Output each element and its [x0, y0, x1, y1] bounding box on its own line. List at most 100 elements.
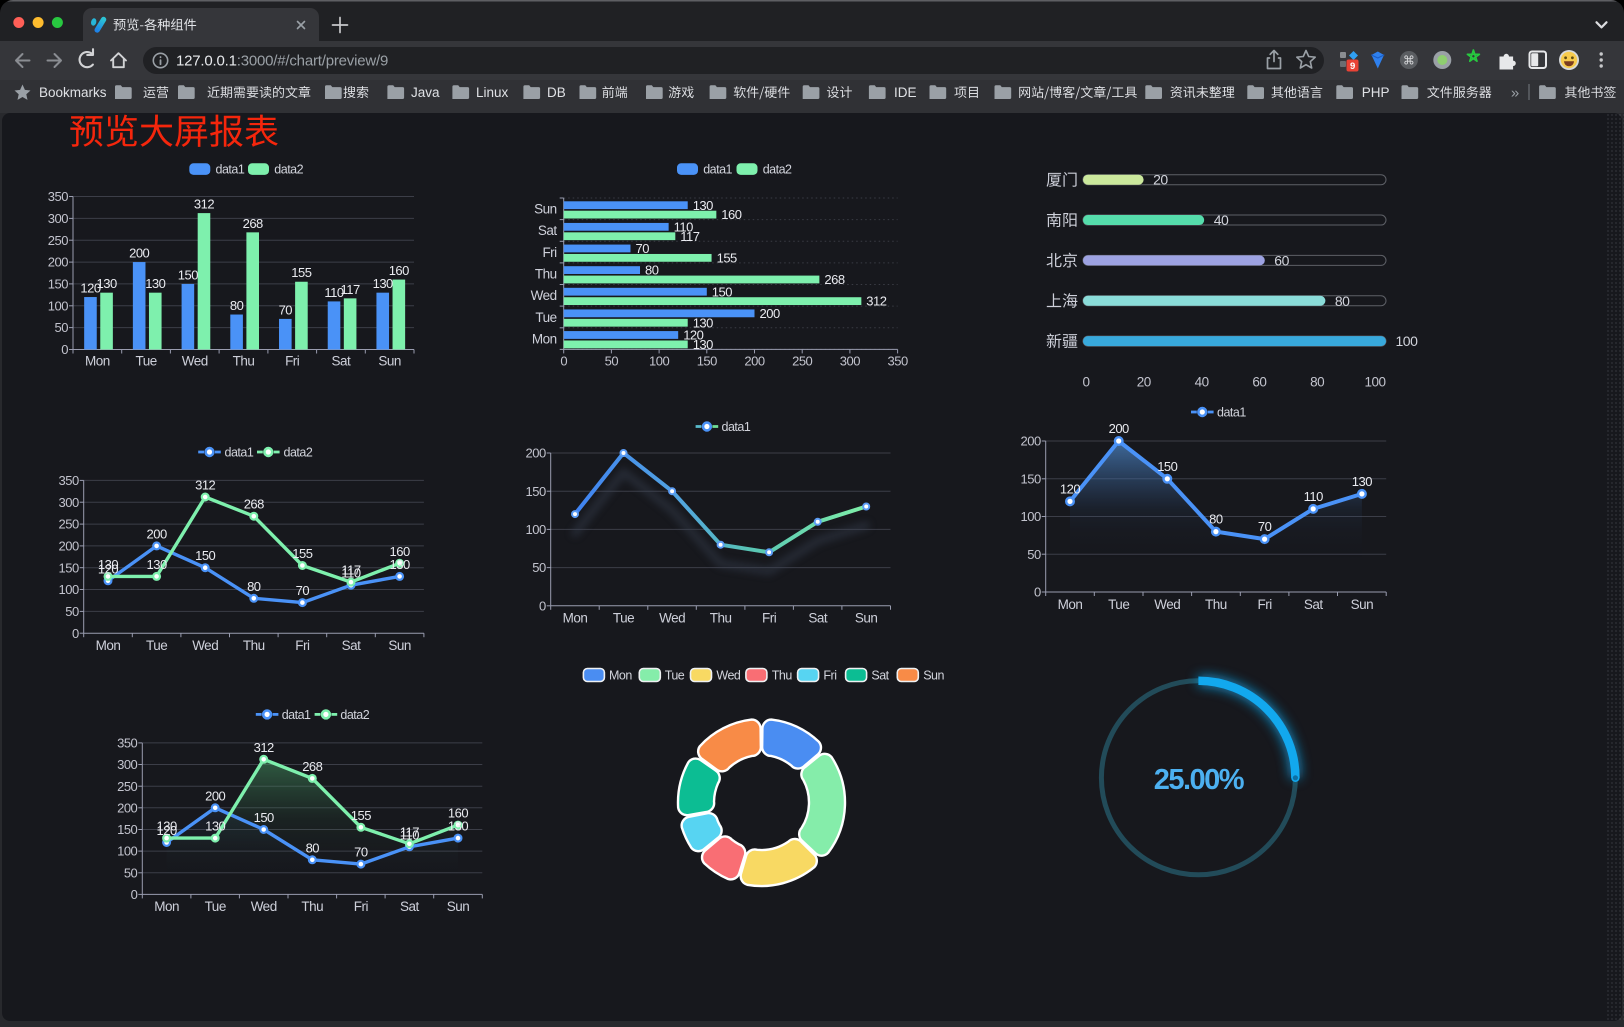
svg-text:120: 120 [683, 328, 703, 343]
svg-text:Sat: Sat [342, 638, 362, 653]
svg-text:268: 268 [824, 272, 844, 287]
svg-text:150: 150 [525, 484, 545, 499]
svg-text:150: 150 [58, 560, 78, 575]
svg-text:20: 20 [1137, 375, 1151, 390]
svg-text:data2: data2 [763, 163, 792, 177]
svg-text:Sat: Sat [1304, 597, 1324, 612]
svg-text:Sat: Sat [332, 354, 352, 369]
svg-text:Sun: Sun [1351, 597, 1374, 612]
svg-text:Fri: Fri [285, 354, 300, 369]
svg-text:200: 200 [1109, 421, 1129, 436]
svg-text:312: 312 [195, 478, 215, 493]
svg-text:Fri: Fri [823, 668, 836, 682]
svg-text:50: 50 [605, 354, 619, 369]
svg-text:100: 100 [525, 522, 545, 537]
svg-text:117: 117 [341, 563, 360, 578]
svg-text:130: 130 [146, 557, 166, 572]
svg-text:Fri: Fri [354, 899, 369, 914]
svg-text:130: 130 [448, 819, 468, 834]
svg-text:300: 300 [840, 354, 860, 369]
svg-text:Tue: Tue [665, 668, 685, 682]
svg-text:200: 200 [129, 246, 149, 261]
svg-text:155: 155 [717, 251, 737, 266]
svg-text:312: 312 [254, 740, 274, 755]
svg-text:100: 100 [1396, 333, 1419, 349]
svg-text:70: 70 [636, 241, 650, 256]
svg-text:Tue: Tue [146, 638, 167, 653]
svg-text:110: 110 [674, 219, 693, 234]
svg-text:Tue: Tue [613, 610, 634, 625]
svg-text:Tue: Tue [1108, 597, 1129, 612]
svg-text:350: 350 [887, 354, 907, 369]
svg-text:110: 110 [324, 285, 343, 300]
svg-text:Mon: Mon [154, 899, 179, 914]
svg-text:160: 160 [448, 806, 468, 821]
svg-text:120: 120 [80, 281, 100, 296]
svg-text:70: 70 [1258, 519, 1272, 534]
svg-text:130: 130 [156, 819, 176, 834]
svg-text:⌘: ⌘ [1403, 53, 1415, 67]
svg-text:160: 160 [389, 263, 409, 278]
svg-text:80: 80 [306, 840, 320, 855]
svg-text:Thu: Thu [233, 354, 255, 369]
svg-text:200: 200 [146, 526, 166, 541]
svg-text:250: 250 [792, 354, 812, 369]
svg-text:40: 40 [1214, 212, 1229, 228]
svg-text:110: 110 [341, 566, 360, 581]
svg-text:300: 300 [48, 211, 68, 226]
svg-text:117: 117 [400, 824, 419, 839]
svg-text:Sun: Sun [447, 899, 470, 914]
svg-text:Sat: Sat [871, 668, 889, 682]
svg-text:50: 50 [532, 560, 546, 575]
svg-text:268: 268 [243, 216, 263, 231]
svg-text:Thu: Thu [243, 638, 265, 653]
svg-text:100: 100 [117, 844, 137, 859]
svg-text:117: 117 [340, 282, 359, 297]
svg-text:312: 312 [866, 294, 886, 309]
svg-text:100: 100 [58, 582, 78, 597]
svg-text:Mon: Mon [96, 638, 121, 653]
svg-text:Thu: Thu [772, 668, 793, 682]
svg-text:60: 60 [1252, 375, 1266, 390]
svg-text:Tue: Tue [535, 310, 556, 325]
svg-text:Fri: Fri [542, 245, 557, 260]
svg-text:80: 80 [247, 579, 261, 594]
svg-text:Wed: Wed [192, 638, 218, 653]
svg-text:130: 130 [693, 337, 713, 352]
svg-text:Wed: Wed [251, 899, 277, 914]
svg-text:350: 350 [58, 473, 78, 488]
svg-text:0: 0 [539, 598, 546, 613]
svg-text:Sun: Sun [923, 668, 944, 682]
svg-text:150: 150 [117, 822, 137, 837]
svg-text:120: 120 [156, 823, 176, 838]
svg-text:50: 50 [65, 604, 79, 619]
svg-text:160: 160 [721, 207, 741, 222]
svg-text:350: 350 [117, 736, 137, 751]
svg-text:130: 130 [98, 557, 118, 572]
svg-text:120: 120 [1060, 481, 1080, 496]
svg-text:25.00%: 25.00% [1154, 764, 1245, 796]
svg-text:Tue: Tue [205, 899, 226, 914]
svg-text:60: 60 [1274, 252, 1289, 268]
svg-text:0: 0 [61, 342, 68, 357]
svg-text:150: 150 [697, 354, 717, 369]
svg-text:0: 0 [131, 887, 138, 902]
svg-text:Thu: Thu [535, 267, 557, 282]
svg-text:250: 250 [48, 233, 68, 248]
svg-text:9: 9 [1350, 61, 1355, 72]
svg-text:150: 150 [195, 548, 215, 563]
svg-text:data1: data1 [722, 420, 751, 434]
svg-text:Sun: Sun [378, 354, 401, 369]
svg-text:200: 200 [525, 446, 545, 461]
svg-text:300: 300 [117, 757, 137, 772]
svg-text:70: 70 [354, 845, 368, 860]
svg-text:250: 250 [58, 517, 78, 532]
svg-text:100: 100 [48, 298, 68, 313]
svg-text:Fri: Fri [1257, 597, 1272, 612]
svg-text:data1: data1 [703, 163, 732, 177]
svg-text:127.0.0.1:3000/#/chart/preview: 127.0.0.1:3000/#/chart/preview/9 [176, 52, 388, 69]
svg-text:Wed: Wed [716, 668, 741, 682]
svg-text:150: 150 [254, 810, 274, 825]
svg-text:150: 150 [48, 277, 68, 292]
svg-text:150: 150 [178, 267, 198, 282]
